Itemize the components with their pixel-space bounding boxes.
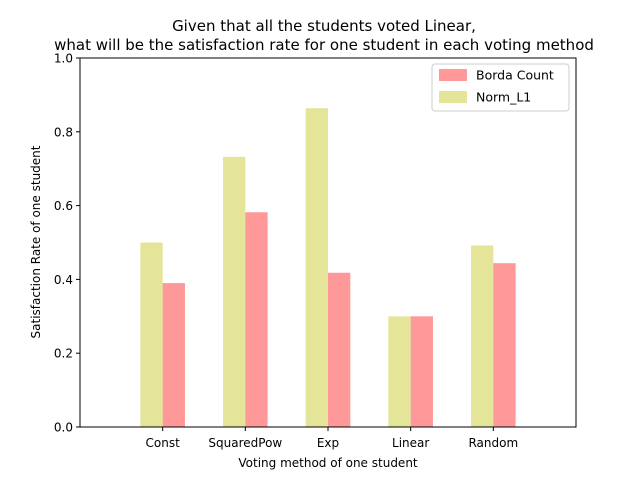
legend-swatch-borda-count	[439, 69, 467, 81]
bar-borda-count-linear	[410, 316, 433, 427]
plot-frame	[79, 57, 577, 428]
bars-group	[140, 108, 516, 428]
bar-borda-count-squaredpow	[245, 212, 268, 427]
x-tick-label: Exp	[317, 436, 339, 450]
legend-swatch-norm-l1	[439, 91, 467, 103]
x-tick-label: Const	[146, 436, 181, 450]
x-tick-label: Linear	[392, 436, 429, 450]
bar-norm-l1-const	[140, 242, 163, 427]
bar-borda-count-exp	[328, 272, 351, 427]
x-axis-ticks: Const SquaredPow Exp Linear Random	[146, 427, 518, 450]
y-axis-label: Satisfaction Rate of one student	[29, 145, 43, 338]
y-tick-label: 0.6	[54, 199, 73, 213]
y-tick-label: 0.8	[54, 125, 73, 139]
y-tick-label: 1.0	[54, 52, 73, 66]
chart-title-line-2: what will be the satisfaction rate for o…	[54, 36, 594, 54]
bar-norm-l1-linear	[388, 316, 411, 427]
y-tick-label: 0.2	[54, 347, 73, 361]
y-axis-ticks: 0.0 0.2 0.4 0.6 0.8 1.0	[54, 52, 80, 435]
x-tick-label: SquaredPow	[208, 436, 282, 450]
bar-borda-count-random	[493, 263, 516, 427]
bar-borda-count-const	[162, 283, 185, 427]
bar-norm-l1-squaredpow	[223, 156, 246, 427]
bar-norm-l1-random	[471, 245, 494, 427]
y-tick-label: 0.0	[54, 421, 73, 435]
y-tick-label: 0.4	[54, 273, 73, 287]
legend-label-norm-l1: Norm_L1	[476, 90, 531, 105]
x-axis-label: Voting method of one student	[238, 456, 418, 470]
legend-label-borda-count: Borda Count	[476, 68, 554, 83]
legend: Borda Count Norm_L1	[431, 63, 570, 112]
chart-title-line-1: Given that all the students voted Linear…	[172, 17, 476, 35]
x-tick-label: Random	[468, 436, 518, 450]
bar-norm-l1-exp	[305, 108, 328, 428]
